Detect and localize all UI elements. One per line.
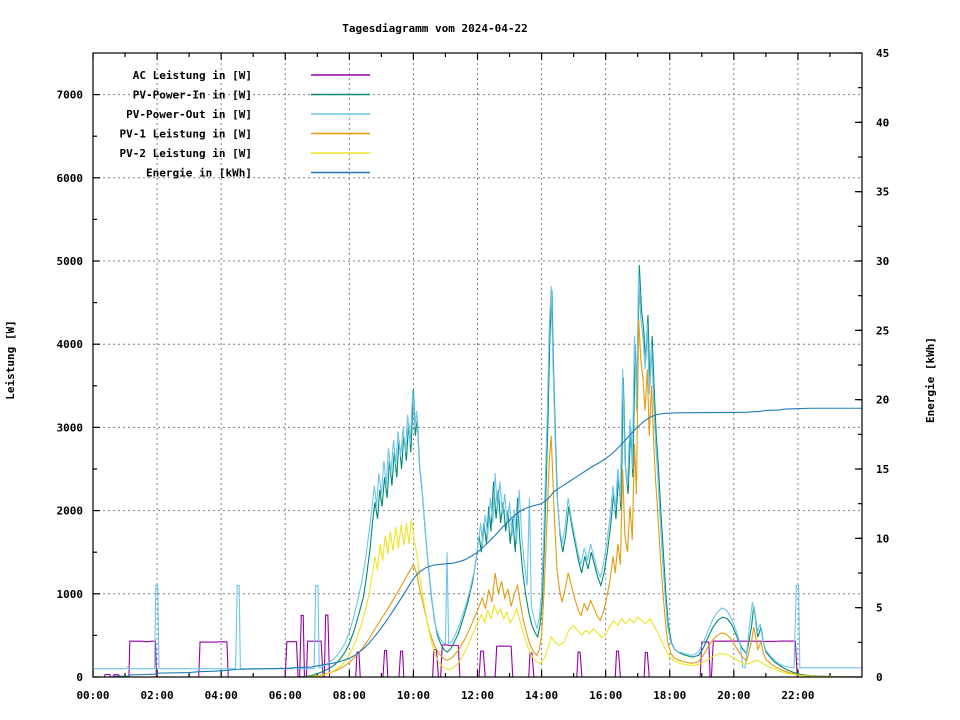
x-tick-label: 04:00: [205, 689, 238, 702]
legend-label-3: PV-1 Leistung in [W]: [120, 128, 252, 141]
series-line-3: [93, 319, 862, 677]
y-tick-label-right: 25: [876, 324, 889, 337]
y-tick-label-left: 6000: [57, 172, 84, 185]
y-tick-label-right: 45: [876, 47, 889, 60]
y-tick-label-left: 5000: [57, 255, 84, 268]
series-line-0: [93, 614, 862, 677]
y-tick-label-right: 0: [876, 671, 883, 684]
series-line-4: [93, 518, 862, 677]
y-tick-label-left: 4000: [57, 338, 84, 351]
x-tick-label: 14:00: [525, 689, 558, 702]
x-axis-tick-labels: 00:00 02:00 04:00 06:00 08:00 10:00 12:00 14:00…: [76, 689, 814, 702]
y-tick-label-left: 1000: [57, 588, 84, 601]
y-tick-label-right: 20: [876, 394, 889, 407]
y-axis-tick-labels-right: 0 5 10 15 20 25 30 35 40 45: [876, 47, 889, 684]
y-tick-label-right: 35: [876, 186, 889, 199]
x-tick-label: 08:00: [333, 689, 366, 702]
y-tick-label-left: 7000: [57, 89, 84, 102]
legend-label-5: Energie in [kWh]: [146, 167, 252, 180]
chart-legend: AC Leistung in [W] PV-Power-In in [W] PV-P…: [120, 69, 370, 180]
series-line-1: [93, 265, 862, 677]
y-tick-label-right: 5: [876, 602, 883, 615]
y-tick-label-left: 0: [76, 671, 83, 684]
gridlines: [93, 53, 862, 677]
x-tick-label: 20:00: [717, 689, 750, 702]
x-tick-label: 02:00: [141, 689, 174, 702]
y-tick-label-right: 30: [876, 255, 889, 268]
x-tick-label: 10:00: [397, 689, 430, 702]
y-axis-title-left: Leistung [W]: [4, 320, 17, 399]
y-tick-label-right: 10: [876, 532, 889, 545]
x-tick-label: 00:00: [76, 689, 109, 702]
legend-label-4: PV-2 Leistung in [W]: [120, 147, 252, 160]
legend-label-2: PV-Power-Out in [W]: [126, 108, 252, 121]
x-tick-label: 12:00: [461, 689, 494, 702]
legend-label-0: AC Leistung in [W]: [133, 69, 252, 82]
chart-title: Tagesdiagramm vom 2024-04-22: [342, 22, 527, 35]
legend-label-1: PV-Power-In in [W]: [133, 89, 252, 102]
series-line-5: [93, 407, 862, 677]
plot-frame: [92, 52, 863, 678]
y-axis-tick-labels-left: 0 1000 2000 3000 4000 5000 6000 7000: [57, 89, 84, 684]
x-tick-label: 06:00: [269, 689, 302, 702]
x-tick-label: 16:00: [589, 689, 622, 702]
y-tick-label-right: 15: [876, 463, 889, 476]
y-axis-title-right: Energie [kWh]: [924, 337, 937, 423]
data-series-layer: [93, 265, 862, 677]
y-tick-label-left: 2000: [57, 505, 84, 518]
x-tick-label: 18:00: [653, 689, 686, 702]
x-tick-label: 22:00: [781, 689, 814, 702]
series-line-2: [93, 273, 862, 670]
y-tick-label-left: 3000: [57, 421, 84, 434]
y-tick-label-right: 40: [876, 116, 889, 129]
